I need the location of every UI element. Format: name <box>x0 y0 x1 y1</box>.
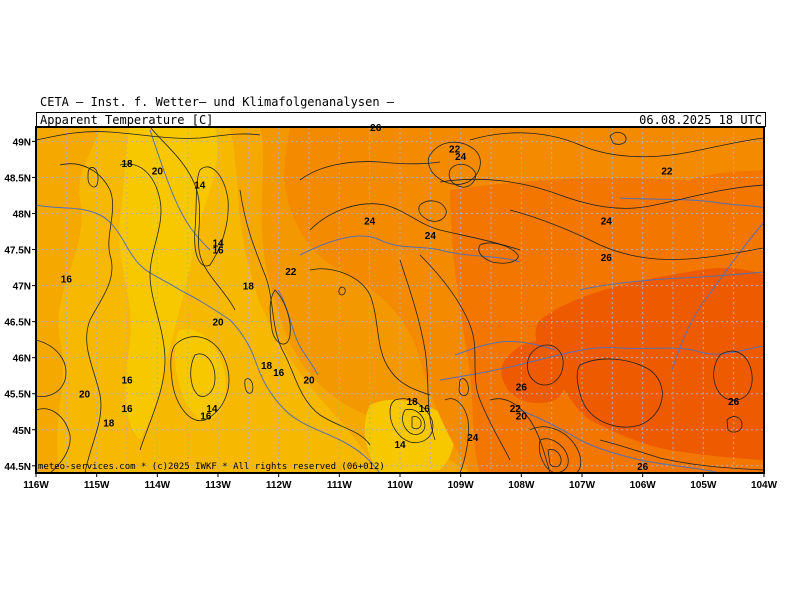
contour-label: 26 <box>637 462 649 473</box>
contour-label: 24 <box>425 231 437 242</box>
credit-text: meteo-services.com * (c)2025 IWKF * All … <box>38 462 385 472</box>
contour-label: 16 <box>273 368 285 379</box>
contour-label: 22 <box>285 267 297 278</box>
contour-label: 26 <box>370 123 382 134</box>
y-tick-label: 48N <box>13 210 31 221</box>
y-tick-label: 45.5N <box>4 390 31 401</box>
contour-label: 16 <box>121 375 133 386</box>
contour-label: 20 <box>212 318 224 329</box>
contour-label: 26 <box>728 397 740 408</box>
contour-label: 20 <box>516 411 528 422</box>
contour-label: 20 <box>303 375 315 386</box>
x-tick-label: 109W <box>448 480 475 491</box>
contour-label: 18 <box>121 159 133 170</box>
y-tick-label: 47.5N <box>4 246 31 257</box>
x-tick-label: 115W <box>84 480 110 491</box>
contour-label: 16 <box>200 411 212 422</box>
contour-label: 20 <box>152 166 164 177</box>
x-tick-label: 107W <box>569 480 596 491</box>
contour-label: 14 <box>194 181 206 192</box>
y-tick-label: 45N <box>13 426 31 437</box>
y-tick-label: 48.5N <box>4 173 31 184</box>
x-tick-label: 110W <box>387 480 413 491</box>
x-tick-label: 105W <box>690 480 717 491</box>
contour-label: 16 <box>212 246 224 257</box>
contour-label: 16 <box>419 404 431 415</box>
y-tick-label: 49N <box>13 137 31 148</box>
contour-label: 24 <box>364 217 376 228</box>
x-tick-label: 116W <box>23 480 49 491</box>
x-tick-label: 113W <box>205 480 231 491</box>
x-tick-label: 104W <box>751 480 778 491</box>
contour-label: 24 <box>467 433 479 444</box>
x-tick-label: 112W <box>266 480 292 491</box>
y-tick-label: 47N <box>13 282 31 293</box>
x-tick-label: 114W <box>145 480 171 491</box>
contour-label: 24 <box>455 152 467 163</box>
contour-label: 26 <box>516 383 528 394</box>
contour-label: 26 <box>601 253 613 264</box>
contour-label: 18 <box>243 282 255 293</box>
x-tick-label: 106W <box>630 480 657 491</box>
y-tick-label: 44.5N <box>4 462 31 473</box>
fill-layer <box>36 127 764 473</box>
contour-label: 16 <box>61 274 73 285</box>
y-tick-label: 46.5N <box>4 318 31 329</box>
contour-label: 18 <box>407 397 419 408</box>
contour-label: 18 <box>261 361 273 372</box>
x-tick-label: 111W <box>327 480 353 491</box>
x-tick-label: 108W <box>508 480 535 491</box>
contour-label: 20 <box>79 390 91 401</box>
contour-label: 18 <box>103 419 115 430</box>
latitude-ticks: 49N 48.5N 48N 47.5N 47N 46.5N 46N 45.5N 45N 44.5N <box>4 137 36 472</box>
contour-label: 14 <box>394 440 406 451</box>
contour-label: 22 <box>661 166 673 177</box>
contour-label: 16 <box>121 404 133 415</box>
y-tick-label: 46N <box>13 354 31 365</box>
longitude-ticks: 116W 115W 114W 113W 112W 111W 110W 109W 108W 107W… <box>23 473 777 491</box>
contour-label: 24 <box>601 217 613 228</box>
